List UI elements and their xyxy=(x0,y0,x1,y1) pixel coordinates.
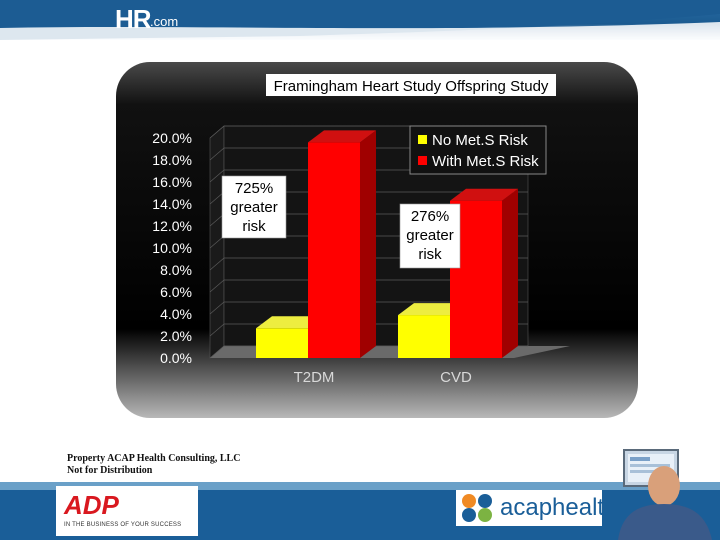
bar-side xyxy=(502,188,518,358)
gridline-side xyxy=(209,279,225,293)
hr-logo-suffix: .com xyxy=(150,14,179,29)
y-tick-label: 14.0% xyxy=(152,196,192,212)
y-tick-label: 18.0% xyxy=(152,152,192,168)
legend-label: No Met.S Risk xyxy=(432,132,528,149)
gridline-side xyxy=(209,323,225,337)
annotation-text: greater xyxy=(230,199,278,216)
y-tick-label: 16.0% xyxy=(152,174,192,190)
bar-side xyxy=(360,130,376,358)
legend-label: With Met.S Risk xyxy=(432,153,539,170)
x-tick-label: CVD xyxy=(440,369,472,386)
gridline-side xyxy=(209,169,225,183)
gridline-side xyxy=(209,301,225,315)
bar-chart: Framingham Heart Study Offspring Study 0… xyxy=(116,62,638,418)
gridline-side xyxy=(209,147,225,161)
chart-panel: Framingham Heart Study Offspring Study 0… xyxy=(116,62,638,418)
bar-cvd-0 xyxy=(398,315,450,358)
y-tick-label: 12.0% xyxy=(152,218,192,234)
bar-t2dm-0 xyxy=(256,328,308,358)
annotation-box xyxy=(399,203,461,269)
y-tick-label: 10.0% xyxy=(152,240,192,256)
gridline-side xyxy=(209,345,225,359)
annotation-text: risk xyxy=(418,246,442,263)
bar-t2dm-1 xyxy=(308,142,360,358)
y-tick-label: 0.0% xyxy=(160,350,192,366)
legend-swatch xyxy=(418,135,427,144)
legend-swatch xyxy=(418,156,427,165)
bar-top xyxy=(398,303,466,316)
bar-top xyxy=(450,188,518,201)
y-tick-label: 4.0% xyxy=(160,306,192,322)
person-at-computer-image xyxy=(618,449,712,540)
property-line-2: Not for Distribution xyxy=(67,465,153,476)
gridline-side xyxy=(209,191,225,205)
chart-title-box xyxy=(266,74,556,96)
y-tick-label: 20.0% xyxy=(152,130,192,146)
gridline-side xyxy=(209,125,225,139)
gridline-side xyxy=(209,213,225,227)
acap-logo-box[interactable]: acaphealth xyxy=(456,490,617,526)
footer-stripe xyxy=(0,482,720,490)
legend-box xyxy=(409,125,547,175)
y-tick-label: 2.0% xyxy=(160,328,192,344)
chart-title: Framingham Heart Study Offspring Study xyxy=(274,78,549,95)
bar-top xyxy=(308,130,376,143)
adp-logo-box[interactable]: ADP IN THE BUSINESS OF YOUR SUCCESS xyxy=(56,486,198,536)
x-tick-label: T2DM xyxy=(294,369,335,386)
annotation-box xyxy=(221,175,287,239)
bar-top xyxy=(256,316,324,329)
annotation-text: greater xyxy=(406,227,454,244)
hr-logo[interactable]: HR xyxy=(115,4,152,34)
annotation-text: 276% xyxy=(411,208,449,225)
acap-logo: acaphealth xyxy=(500,494,618,521)
gridline-side xyxy=(209,257,225,271)
y-tick-label: 8.0% xyxy=(160,262,192,278)
annotation-text: 725% xyxy=(235,180,273,197)
adp-tagline: IN THE BUSINESS OF YOUR SUCCESS xyxy=(64,522,182,528)
header-bar: HR .com xyxy=(0,0,720,40)
gridline-side xyxy=(209,235,225,249)
property-line-1: Property ACAP Health Consulting, LLC xyxy=(67,453,241,464)
adp-logo: ADP xyxy=(64,490,119,520)
header-swoosh xyxy=(0,0,720,40)
acap-mark-icon xyxy=(462,494,492,522)
property-notice: Property ACAP Health Consulting, LLC Not… xyxy=(67,453,240,477)
annotation-text: risk xyxy=(242,218,266,235)
y-tick-label: 6.0% xyxy=(160,284,192,300)
